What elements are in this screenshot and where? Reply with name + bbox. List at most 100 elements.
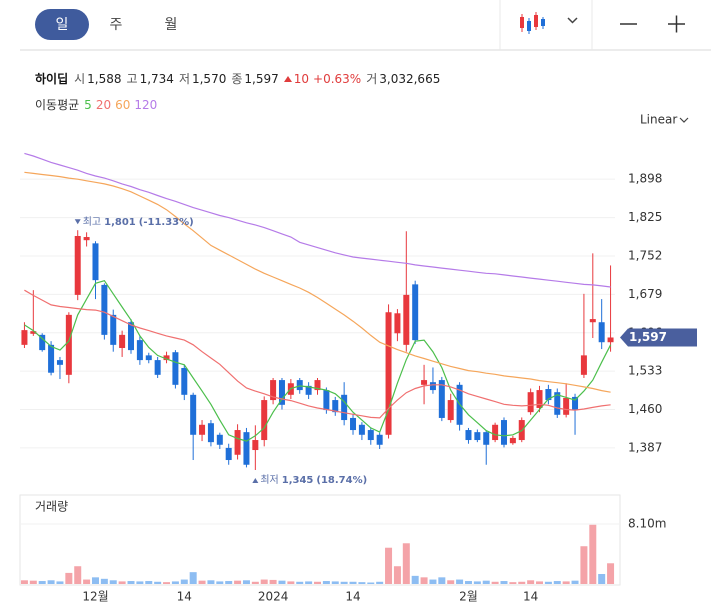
candle-body xyxy=(181,367,188,395)
quote-bar: 하이딥 시 1,588 고 1,734 저 1,570 종 1,597 10 +0.63% 거 3,03… xyxy=(35,70,440,87)
volume-bar xyxy=(607,563,615,584)
volume-bar xyxy=(91,577,99,584)
candle-body xyxy=(572,396,579,411)
candle-body xyxy=(261,400,268,441)
candle-body xyxy=(403,294,410,345)
volume-bar xyxy=(171,581,179,584)
candle-body xyxy=(500,420,507,445)
chart-type-icon[interactable] xyxy=(520,12,545,34)
volume-bar xyxy=(216,581,224,584)
volume-bar xyxy=(473,581,481,584)
volume-bar xyxy=(180,579,188,584)
volume-bar xyxy=(118,581,126,584)
quote-label: 시 xyxy=(74,72,86,86)
quote-label: 거 xyxy=(366,72,378,86)
candle-body xyxy=(394,313,401,334)
y-tick-label: 1,679 xyxy=(628,287,662,301)
x-tick-label: 2월 xyxy=(459,590,478,604)
quote-value: 1,597 xyxy=(244,71,279,86)
volume-bar xyxy=(314,581,321,584)
candle-body xyxy=(607,337,614,343)
volume-bar xyxy=(56,581,64,584)
volume-bar xyxy=(145,581,153,584)
stock-name: 하이딥 xyxy=(35,72,69,86)
volume-bar xyxy=(580,546,588,584)
volume-bar xyxy=(589,524,597,584)
candle-body xyxy=(39,334,46,351)
last-price-label: 1,597 xyxy=(629,330,667,344)
volume-bar xyxy=(536,581,544,584)
ma-line xyxy=(24,289,611,419)
scale-selector[interactable]: Linear xyxy=(640,113,677,127)
y-tick-label: 1,460 xyxy=(628,402,662,416)
volume-bar xyxy=(74,566,82,584)
candle-body xyxy=(296,380,303,391)
candle-body xyxy=(314,380,321,391)
candle-body xyxy=(163,355,170,361)
quote-volume: 3,032,665 xyxy=(379,71,441,86)
price-change-pct: +0.63% xyxy=(313,71,362,86)
volume-bar xyxy=(367,582,375,584)
volume-bar xyxy=(287,581,295,584)
volume-bar xyxy=(553,581,561,584)
y-tick-label: 1,825 xyxy=(628,210,662,224)
volume-bar xyxy=(402,543,410,584)
candle-body xyxy=(323,390,330,411)
y-tick-label: 1,898 xyxy=(628,172,662,186)
candle-body xyxy=(74,235,81,295)
candle-body xyxy=(545,389,552,401)
period-tab[interactable]: 월 xyxy=(165,17,178,33)
volume-bar xyxy=(482,580,490,584)
x-tick-label: 12월 xyxy=(82,590,108,604)
volume-bar xyxy=(207,580,215,584)
candle-body xyxy=(465,430,472,441)
candle-body xyxy=(92,243,99,281)
volume-bar xyxy=(163,582,171,584)
zoom-in-button[interactable] xyxy=(668,15,685,33)
candle-body xyxy=(554,392,561,415)
volume-bar xyxy=(47,580,55,584)
volume-bar xyxy=(509,582,517,584)
volume-bar xyxy=(109,580,117,584)
volume-pane xyxy=(19,494,621,586)
candle-body xyxy=(270,380,277,401)
legend-entry: 20 xyxy=(95,97,112,112)
volume-bar xyxy=(447,580,455,584)
volume-bar xyxy=(38,581,46,584)
volume-bar xyxy=(544,581,552,584)
annotation-marker xyxy=(74,219,81,225)
period-tab[interactable]: 주 xyxy=(110,17,123,33)
volume-bar xyxy=(305,581,313,584)
candle-body xyxy=(447,400,454,421)
candle-body xyxy=(83,237,90,241)
volume-bar xyxy=(464,581,472,584)
scale-dropdown-arrow[interactable] xyxy=(679,117,689,123)
volume-bar xyxy=(411,575,419,584)
annotation-label: 최고 1,801 (-11.33%) xyxy=(83,216,194,228)
volume-bar xyxy=(154,581,162,584)
volume-bar xyxy=(562,581,570,584)
active-tab-pill[interactable] xyxy=(35,9,89,40)
candle-body xyxy=(385,312,392,435)
period-tab[interactable]: 일 xyxy=(56,17,69,33)
annotation-title: 최고 xyxy=(83,216,101,228)
candle-body xyxy=(483,432,490,445)
chart-type-dropdown[interactable] xyxy=(567,17,578,24)
quote-value: 1,588 xyxy=(87,71,122,86)
candle-body xyxy=(376,434,383,445)
quote-label: 저 xyxy=(178,72,190,86)
candle-body xyxy=(136,340,143,361)
volume-bar xyxy=(456,579,464,584)
volume-bar xyxy=(278,580,286,584)
volume-bar xyxy=(322,581,330,584)
volume-bar xyxy=(269,579,277,584)
volume-bar xyxy=(429,579,437,584)
candle-body xyxy=(128,322,135,351)
candle-body xyxy=(536,390,543,408)
candle-body xyxy=(412,284,419,341)
volume-bar xyxy=(393,566,401,584)
candle-body xyxy=(527,392,534,413)
volume-bar xyxy=(340,581,348,584)
volume-bar xyxy=(251,581,259,584)
ma-line xyxy=(24,280,612,442)
